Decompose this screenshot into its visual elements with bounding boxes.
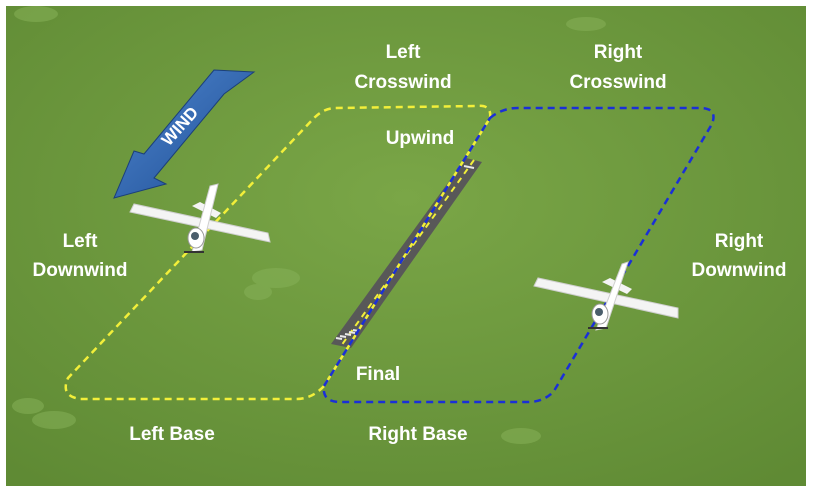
label-final: Final (356, 364, 400, 385)
label-upwind: Upwind (386, 128, 455, 149)
label-right-crosswind-line2: Crosswind (569, 72, 666, 93)
left-airplane-icon (129, 183, 271, 253)
right-airplane-icon (533, 261, 679, 331)
label-right-downwind-line1: Right (715, 231, 764, 252)
label-right-base: Right Base (368, 424, 467, 445)
label-left-crosswind-line2: Crosswind (354, 72, 451, 93)
label-left-downwind-line2: Downwind (33, 260, 128, 281)
traffic-pattern-diagram: WIND Left Crosswind Right Crosswind Upwi… (6, 6, 806, 486)
bush-decoration (12, 6, 606, 444)
label-left-downwind-line1: Left (63, 231, 99, 252)
label-right-crosswind-line1: Right (594, 42, 643, 63)
diagram-canvas: WIND Left Crosswind Right Crosswind Upwi… (6, 6, 806, 486)
left-traffic-pattern (64, 104, 492, 401)
label-left-crosswind-line1: Left (386, 42, 422, 63)
label-right-downwind-line2: Downwind (692, 260, 787, 281)
right-traffic-pattern (322, 106, 715, 404)
pattern-labels: Left Crosswind Right Crosswind Upwind Le… (33, 42, 787, 445)
label-left-base: Left Base (129, 424, 215, 445)
